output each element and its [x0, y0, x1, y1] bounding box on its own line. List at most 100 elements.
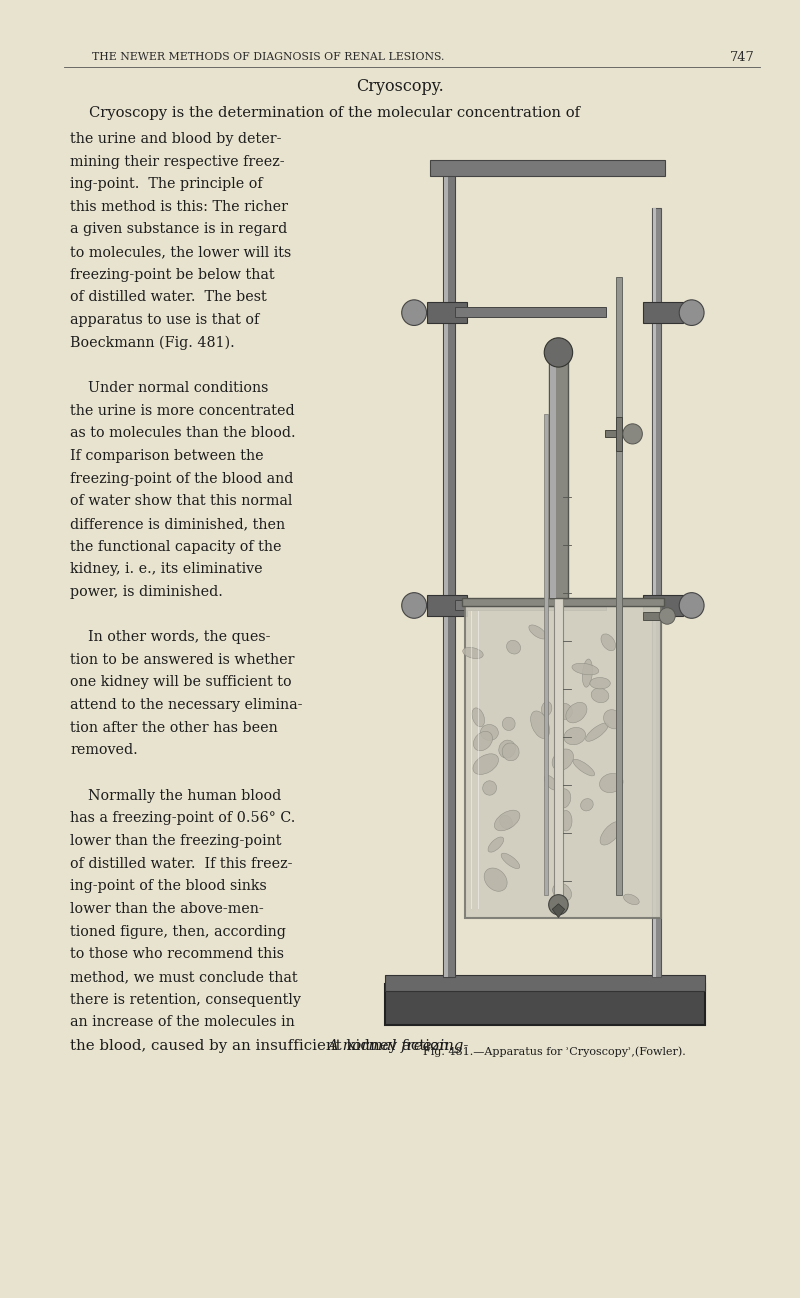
Circle shape — [549, 894, 568, 915]
Bar — [550, 361, 556, 598]
Ellipse shape — [501, 853, 520, 868]
Circle shape — [679, 593, 704, 618]
Text: the blood, caused by an insufficient kidney action.: the blood, caused by an insufficient kid… — [70, 1040, 468, 1053]
Ellipse shape — [601, 633, 616, 650]
Text: Boeckmann (Fig. 481).: Boeckmann (Fig. 481). — [70, 336, 235, 350]
Text: A normal freezing-: A normal freezing- — [327, 1040, 469, 1053]
Ellipse shape — [473, 754, 498, 775]
Bar — [427, 302, 467, 323]
Bar — [653, 208, 656, 977]
Bar — [430, 160, 665, 177]
Text: to those who recommend this: to those who recommend this — [70, 948, 285, 962]
Ellipse shape — [542, 702, 552, 715]
Bar — [427, 594, 467, 615]
Ellipse shape — [590, 678, 610, 689]
Bar — [444, 162, 448, 977]
Bar — [643, 594, 682, 615]
Text: an increase of the molecules in: an increase of the molecules in — [70, 1015, 295, 1029]
Text: Under normal conditions: Under normal conditions — [70, 382, 269, 395]
Text: 747: 747 — [730, 51, 754, 64]
Text: there is retention, consequently: there is retention, consequently — [70, 993, 302, 1006]
Text: difference is diminished, then: difference is diminished, then — [70, 517, 286, 531]
Text: one kidney will be sufficient to: one kidney will be sufficient to — [70, 675, 292, 689]
Ellipse shape — [553, 883, 571, 901]
Bar — [554, 410, 563, 903]
Ellipse shape — [600, 822, 622, 845]
Ellipse shape — [572, 663, 598, 675]
Bar — [643, 611, 667, 620]
Ellipse shape — [564, 727, 586, 745]
Text: Normally the human blood: Normally the human blood — [70, 789, 282, 802]
Ellipse shape — [603, 710, 622, 729]
Circle shape — [402, 593, 426, 618]
Bar — [549, 361, 568, 598]
Ellipse shape — [502, 742, 519, 761]
Text: power, is diminished.: power, is diminished. — [70, 585, 223, 598]
Bar — [386, 984, 705, 1025]
Bar — [443, 162, 455, 977]
Text: freezing-point of the blood and: freezing-point of the blood and — [70, 471, 294, 485]
Ellipse shape — [500, 815, 512, 828]
Text: ing-point.  The principle of: ing-point. The principle of — [70, 178, 263, 191]
Ellipse shape — [494, 810, 520, 831]
Ellipse shape — [552, 749, 574, 771]
Circle shape — [402, 300, 426, 326]
Text: lower than the freezing-point: lower than the freezing-point — [70, 835, 282, 848]
Polygon shape — [552, 903, 565, 918]
Text: as to molecules than the blood.: as to molecules than the blood. — [70, 426, 296, 440]
Ellipse shape — [599, 774, 623, 793]
Text: the functional capacity of the: the functional capacity of the — [70, 540, 282, 553]
Ellipse shape — [591, 688, 609, 702]
Bar — [643, 302, 682, 323]
Text: ing-point of the blood sinks: ing-point of the blood sinks — [70, 879, 267, 893]
Ellipse shape — [560, 810, 572, 831]
Ellipse shape — [482, 781, 497, 796]
Text: has a freezing-point of 0.56° C.: has a freezing-point of 0.56° C. — [70, 811, 296, 826]
Circle shape — [659, 607, 675, 624]
Ellipse shape — [530, 711, 550, 739]
Text: If comparison between the: If comparison between the — [70, 449, 264, 463]
Bar — [616, 276, 622, 894]
Circle shape — [623, 424, 642, 444]
Text: tion to be answered is whether: tion to be answered is whether — [70, 653, 295, 667]
Ellipse shape — [545, 775, 558, 790]
Text: tioned figure, then, according: tioned figure, then, according — [70, 924, 286, 938]
Bar — [466, 606, 661, 918]
Text: Fig. 481.—Apparatus for ʾCryoscopyʾ,(Fowler).: Fig. 481.—Apparatus for ʾCryoscopyʾ,(Fow… — [422, 1046, 686, 1057]
Circle shape — [544, 337, 573, 367]
Text: freezing-point be below that: freezing-point be below that — [70, 267, 275, 282]
Text: of water show that this normal: of water show that this normal — [70, 495, 293, 509]
Ellipse shape — [462, 648, 483, 658]
Text: this method is this: The richer: this method is this: The richer — [70, 200, 288, 214]
Bar — [386, 975, 705, 990]
Ellipse shape — [556, 789, 570, 809]
Text: THE NEWER METHODS OF DIAGNOSIS OF RENAL LESIONS.: THE NEWER METHODS OF DIAGNOSIS OF RENAL … — [92, 52, 444, 62]
Bar — [462, 598, 664, 606]
Text: method, we must conclude that: method, we must conclude that — [70, 970, 298, 984]
Ellipse shape — [498, 740, 515, 758]
Text: Cryoscopy.: Cryoscopy. — [356, 78, 444, 96]
Bar — [652, 208, 662, 977]
Text: Cryoscopy is the determination of the molecular concentration of: Cryoscopy is the determination of the mo… — [70, 106, 581, 119]
Bar — [605, 430, 632, 437]
Text: of distilled water.  If this freez-: of distilled water. If this freez- — [70, 857, 293, 871]
Ellipse shape — [488, 837, 504, 853]
Ellipse shape — [481, 724, 498, 740]
Bar — [544, 414, 548, 894]
Ellipse shape — [581, 798, 594, 811]
Text: In other words, the ques-: In other words, the ques- — [70, 631, 271, 644]
Text: a given substance is in regard: a given substance is in regard — [70, 222, 288, 236]
Ellipse shape — [506, 640, 521, 654]
Text: apparatus to use is that of: apparatus to use is that of — [70, 313, 260, 327]
Ellipse shape — [529, 624, 546, 639]
Text: kidney, i. e., its eliminative: kidney, i. e., its eliminative — [70, 562, 263, 576]
Text: tion after the other has been: tion after the other has been — [70, 720, 278, 735]
Text: the urine is more concentrated: the urine is more concentrated — [70, 404, 295, 418]
Ellipse shape — [573, 759, 594, 776]
Bar — [616, 417, 622, 450]
Circle shape — [679, 300, 704, 326]
Ellipse shape — [502, 718, 515, 731]
Text: of distilled water.  The best: of distilled water. The best — [70, 291, 267, 305]
Ellipse shape — [484, 868, 507, 892]
Ellipse shape — [582, 659, 593, 687]
